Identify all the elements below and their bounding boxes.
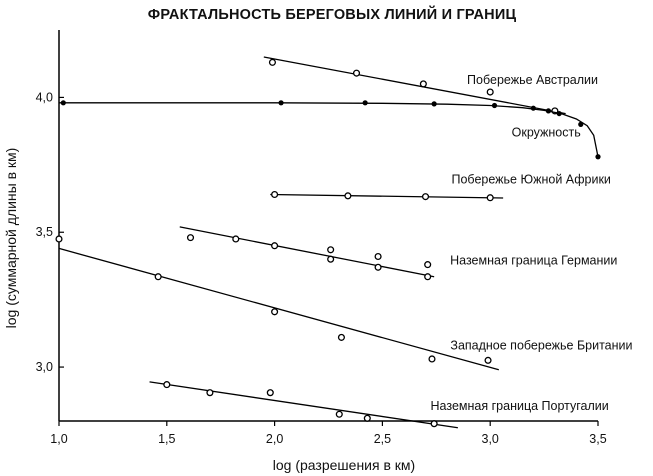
x-tick-label: 3,0	[482, 432, 499, 446]
trend-line	[263, 56, 566, 115]
data-point	[486, 88, 494, 96]
data-point	[232, 235, 240, 243]
x-axis-label: log (разрешения в км)	[273, 457, 415, 473]
x-axis-ticks: 1,0 1,5 2,0 2,5 3,0 3,5	[50, 421, 607, 446]
series-curve	[59, 102, 599, 157]
data-point	[595, 154, 601, 160]
data-point	[55, 235, 63, 243]
data-point	[344, 192, 352, 200]
data-point	[545, 108, 552, 114]
data-point	[530, 105, 536, 111]
data-point	[268, 58, 276, 66]
data-point	[431, 101, 437, 107]
series-label-западное-побережье-британии: Западное побережье Британии	[450, 339, 632, 353]
x-tick-label: 3,5	[589, 432, 606, 446]
series-западное-побережье-британии	[55, 235, 499, 371]
data-point	[491, 102, 498, 109]
series-layer	[55, 56, 601, 429]
data-point	[424, 273, 432, 281]
data-point	[278, 100, 284, 106]
chart-title: ФРАКТАЛЬНОСТЬ БЕРЕГОВЫХ ЛИНИЙ И ГРАНИЦ	[148, 5, 517, 23]
x-tick-label: 2,0	[266, 432, 283, 446]
trend-line	[179, 226, 435, 278]
series-окружность	[59, 100, 601, 160]
x-tick-label: 1,5	[158, 432, 175, 446]
series-label-наземная-граница-германии: Наземная граница Германии	[450, 254, 617, 268]
data-point	[271, 242, 279, 250]
data-point	[484, 356, 492, 364]
data-point	[186, 234, 195, 242]
data-point	[374, 252, 382, 261]
series-label-наземная-граница-португалии: Наземная граница Португалии	[431, 399, 609, 413]
data-point	[424, 261, 432, 269]
data-point	[60, 100, 66, 106]
data-point	[374, 263, 382, 271]
data-point	[206, 389, 214, 397]
series-наземная-граница-португалии	[149, 381, 458, 429]
trend-line	[58, 247, 499, 371]
y-tick-label: 4,0	[36, 90, 53, 104]
data-point	[363, 414, 371, 422]
series-наземная-граница-германии	[179, 226, 435, 281]
data-point	[419, 80, 427, 88]
data-point	[271, 308, 279, 316]
series-labels: Побережье Австралии Окружность Побережье Ю…	[431, 73, 633, 413]
y-tick-label: 3,0	[36, 360, 53, 374]
data-point	[327, 255, 335, 263]
series-label-побережье-южной-африки: Побережье Южной Африки	[452, 173, 611, 187]
x-tick-label: 2,5	[374, 432, 391, 446]
data-point	[430, 420, 438, 428]
y-tick-label: 3,5	[36, 225, 53, 239]
series-побережье-южной-африки	[270, 190, 504, 202]
data-point	[421, 193, 430, 201]
trend-line	[149, 381, 458, 429]
data-point	[163, 381, 171, 389]
x-tick-label: 1,0	[50, 432, 67, 446]
y-axis-ticks: 3,0 3,5 4,0	[36, 90, 64, 374]
data-point	[362, 100, 368, 106]
data-point	[578, 121, 584, 127]
data-point	[486, 194, 494, 202]
data-point	[154, 273, 162, 281]
y-axis-label: log (суммарной длины в км)	[3, 148, 19, 329]
series-label-побережье-австралии: Побережье Австралии	[467, 73, 598, 87]
data-point	[271, 190, 279, 199]
trend-line	[270, 193, 504, 199]
data-point	[335, 410, 343, 418]
series-label-окружность: Окружность	[512, 126, 581, 140]
data-point	[428, 355, 436, 363]
data-point	[266, 389, 274, 397]
data-point	[327, 246, 335, 254]
data-point	[556, 110, 562, 117]
data-point	[337, 333, 345, 341]
data-point	[352, 69, 361, 77]
